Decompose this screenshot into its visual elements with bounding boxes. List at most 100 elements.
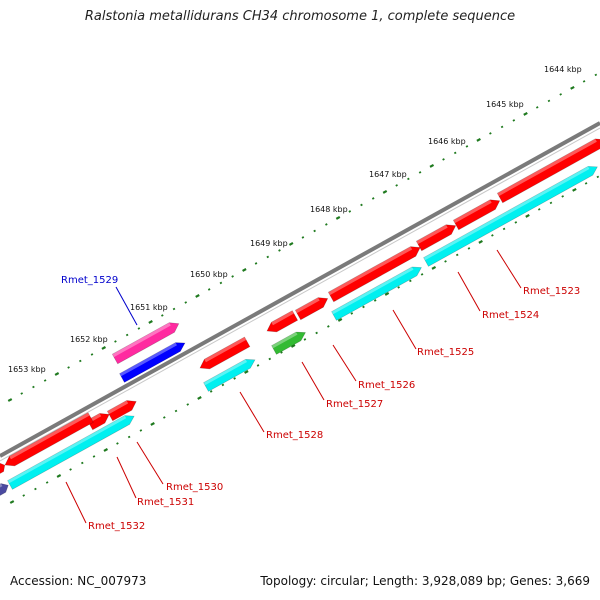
gene-leader-line [115,286,138,326]
gene-label[interactable]: Rmet_1530 [166,482,223,493]
scale-tick [20,392,24,395]
inner-scale-tick [221,383,225,387]
gene-feature-highlight [203,359,247,386]
repeat-feature[interactable] [111,319,181,365]
cds-feature[interactable] [327,243,423,303]
scale-tick [101,346,107,350]
cds-feature[interactable] [197,336,251,373]
inner-scale-tick [337,317,343,322]
scale-tick-label: 1646 kbp [428,137,466,146]
scale-tick [242,268,247,272]
gene-label[interactable]: Rmet_1527 [326,399,383,410]
cds-feature-shape [199,336,251,370]
gene-label[interactable]: Rmet_1525 [417,347,474,358]
gene-label[interactable]: Rmet_1531 [137,497,194,508]
gene-feature-highlight [7,415,127,484]
inner-scale-tick [315,331,318,335]
gene-leader-line [332,344,357,382]
misc-feature-highlight [271,332,298,349]
inner-scale-tick [409,279,412,283]
gene-feature[interactable] [423,163,600,267]
scale-tick [500,125,504,129]
scale-tick [313,229,316,233]
scale-tick [489,132,492,135]
inner-scale-tick [256,364,260,367]
scale-tick-label: 1644 kbp [544,65,582,74]
cds-feature[interactable] [0,461,7,475]
scale-tick-label: 1650 kbp [190,270,228,279]
gene-feature[interactable] [203,355,258,392]
misc-feature[interactable] [271,328,308,355]
cds-feature[interactable] [415,221,458,252]
inner-scale-tick [45,481,49,484]
repeat-feature-shape [119,342,186,383]
scale-tick [335,215,341,220]
scale-tick [371,197,375,200]
inner-scale-tick [290,344,296,348]
scale-tick [7,398,13,402]
scale-tick-label: 1649 kbp [250,239,288,248]
gene-feature[interactable] [7,412,137,490]
cds-feature[interactable] [2,412,94,470]
cds-feature-highlight [295,297,320,314]
cds-feature[interactable] [452,196,502,231]
inner-scale-tick [431,265,437,270]
inner-scale-tick [514,221,518,224]
inner-scale-tick [116,442,119,445]
inner-scale-tick [549,201,553,205]
cds-feature[interactable] [496,135,600,204]
gene-label[interactable]: Rmet_1524 [482,310,539,321]
scale-tick [594,73,598,77]
gene-label[interactable]: Rmet_1526 [358,380,415,391]
inner-scale-tick [69,468,72,471]
gene-leader-line [136,441,164,485]
inner-scale-tick [584,182,588,185]
topology-text: Topology: circular; Length: 3,928,089 bp… [260,574,590,588]
scale-tick [570,85,575,90]
scale-tick [512,119,516,122]
gene-leader-line [457,271,481,312]
inner-scale-tick [150,422,155,426]
scale-tick [161,314,164,317]
cds-feature[interactable] [294,294,330,321]
cds-feature[interactable] [106,397,139,422]
scale-tick [418,171,422,174]
scale-tick [582,80,586,83]
misc-feature[interactable] [0,481,11,497]
cds-feature-shape [415,224,457,252]
scale-tick [288,242,294,246]
inner-scale-tick [34,487,37,491]
gene-leader-line [301,361,325,401]
gene-leader-line [239,391,265,433]
scale-tick [476,137,481,142]
scale-tick [207,288,211,291]
scale-tick [325,223,328,226]
cds-feature-highlight [271,310,294,326]
inner-scale-tick [478,239,483,244]
inner-scale-tick [92,455,96,458]
cds-feature-shape [4,412,94,467]
scale-tick [395,184,398,187]
inner-scale-tick [233,377,236,380]
inner-scale-tick [596,175,600,179]
inner-scale-tick [280,351,283,354]
scale-tick [442,158,445,161]
repeat-feature-highlight [112,322,171,358]
scale-tick [219,281,223,285]
inner-scale-tick [174,409,178,413]
gene-label[interactable]: Rmet_1532 [88,521,145,532]
inner-scale-tick [397,286,400,289]
gene-label[interactable]: Rmet_1529 [61,275,118,286]
cds-feature-shape [106,400,137,422]
scale-tick [348,210,352,213]
inner-scale-tick [244,370,249,374]
cds-feature[interactable] [264,310,299,336]
inner-scale-tick [268,357,272,361]
repeat-feature[interactable] [119,339,188,383]
gene-label[interactable]: Rmet_1528 [266,430,323,441]
inner-scale-tick [362,305,365,309]
inner-scale-tick [444,260,447,263]
gene-label[interactable]: Rmet_1523 [523,286,580,297]
repeat-feature-highlight [119,342,177,377]
gene-feature[interactable] [331,263,424,321]
